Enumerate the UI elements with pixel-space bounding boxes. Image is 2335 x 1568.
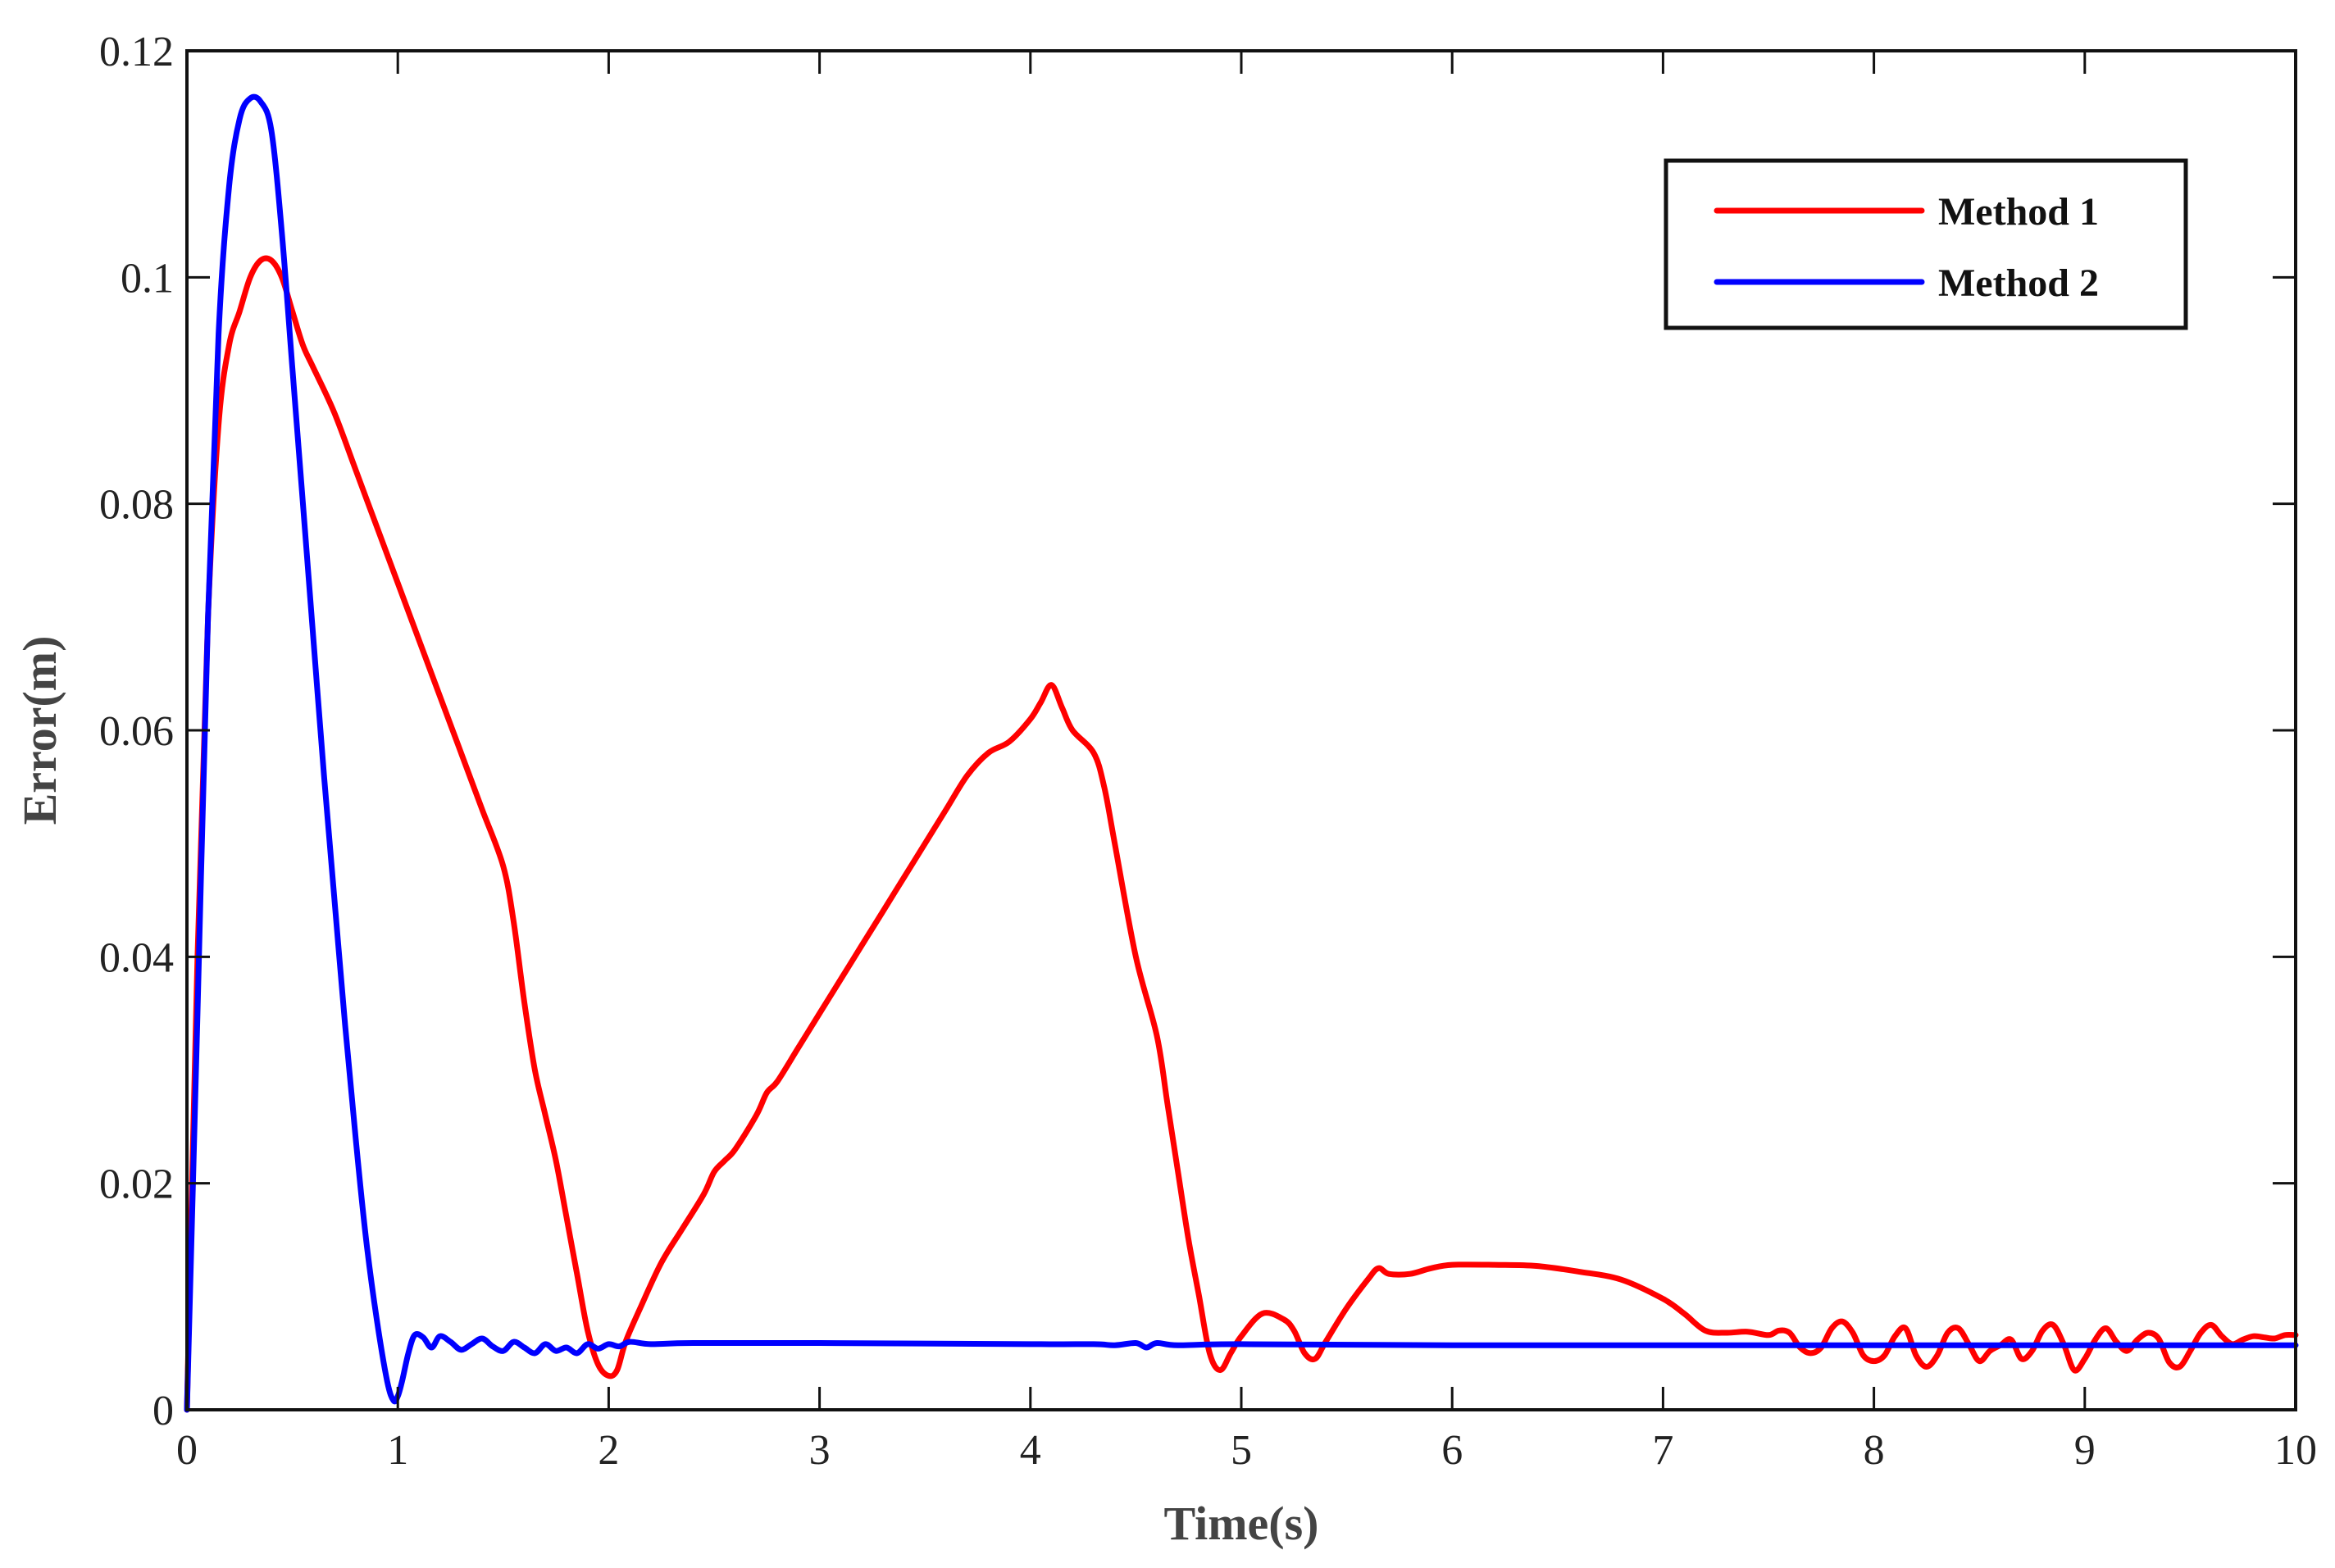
y-tick-label: 0.08 — [99, 482, 174, 529]
x-tick-label: 2 — [598, 1427, 619, 1474]
y-tick-label: 0.12 — [99, 29, 174, 75]
series-layer — [184, 93, 2299, 1413]
x-tick-label: 0 — [176, 1427, 198, 1474]
y-axis-label: Error(m) — [13, 636, 66, 825]
legend-label-method-2: Method 2 — [1938, 261, 2099, 305]
series-line-method-1 — [184, 255, 2299, 1413]
legend-label-method-1: Method 1 — [1938, 190, 2099, 234]
x-tick-label: 1 — [387, 1427, 408, 1474]
x-tick-label: 3 — [809, 1427, 831, 1474]
ticks-layer: 0 1 2 3 4 5 6 7 8 9 10 0 0.02 0.04 0.06 0.08 0.1 0.12 — [99, 29, 2317, 1474]
series-line-method-2 — [184, 93, 2299, 1413]
x-tick-label: 10 — [2274, 1427, 2317, 1474]
x-tick-label: 9 — [2074, 1427, 2096, 1474]
x-tick-label: 6 — [1441, 1427, 1463, 1474]
y-tick-label: 0.06 — [99, 708, 174, 755]
x-tick-label: 5 — [1231, 1427, 1252, 1474]
y-tick-label: 0.02 — [99, 1161, 174, 1208]
x-tick-label: 4 — [1020, 1427, 1041, 1474]
x-axis-label: Time(s) — [1163, 1497, 1318, 1550]
x-tick-label: 7 — [1652, 1427, 1673, 1474]
legend-box — [1664, 158, 2188, 330]
x-tick-label: 8 — [1864, 1427, 1885, 1474]
y-tick-label: 0.04 — [99, 934, 174, 981]
legend: Method 1 Method 2 — [1664, 158, 2188, 330]
y-tick-label: 0.1 — [121, 255, 174, 302]
y-tick-label: 0 — [152, 1388, 174, 1434]
